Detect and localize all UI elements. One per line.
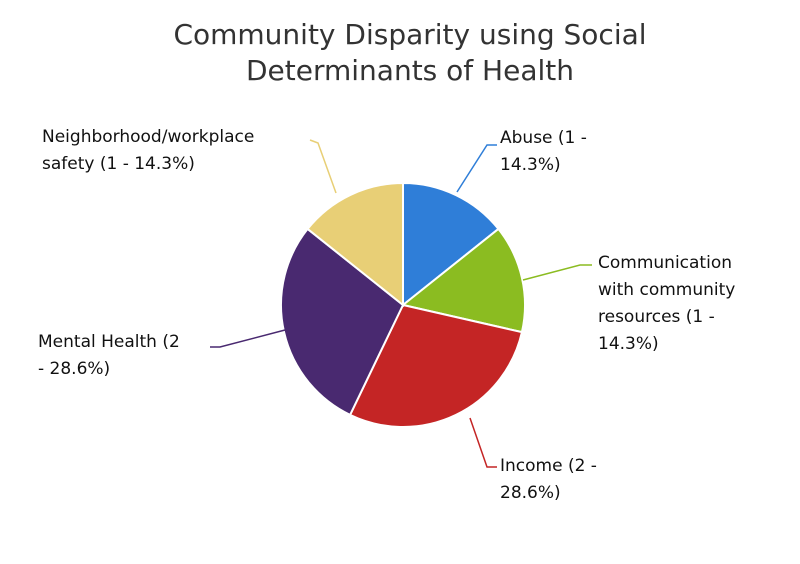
data-label: Mental Health (2: [38, 332, 180, 352]
label-connector: [469, 417, 497, 468]
pie-slice-abuse[interactable]: [402, 181, 500, 308]
data-label: with community: [598, 280, 735, 300]
data-label: Abuse (1 -: [500, 128, 587, 148]
pie-slice-communication-with-community-resources[interactable]: [400, 227, 526, 334]
data-label: Communication: [598, 253, 732, 273]
label-connector: [522, 264, 592, 281]
label-connector: [309, 139, 337, 194]
data-label: 28.6%): [500, 483, 561, 503]
data-label: - 28.6%): [38, 359, 110, 379]
data-label: 14.3%): [500, 155, 561, 175]
data-label: Income (2 -: [500, 456, 597, 476]
pie-slice-mental-health[interactable]: [280, 227, 405, 417]
label-connector: [456, 144, 497, 193]
pie-slice-income[interactable]: [348, 303, 524, 428]
pie-slice-neighborhood-workplace-safety[interactable]: [306, 181, 404, 308]
label-connector: [210, 329, 286, 348]
chart-title-line-1: Community Disparity using Social: [173, 18, 646, 51]
data-label: Neighborhood/workplace: [42, 127, 254, 147]
data-label: resources (1 -: [598, 307, 715, 327]
chart-title-line-2: Determinants of Health: [246, 54, 574, 87]
data-label: safety (1 - 14.3%): [42, 154, 195, 174]
data-label: 14.3%): [598, 334, 659, 354]
